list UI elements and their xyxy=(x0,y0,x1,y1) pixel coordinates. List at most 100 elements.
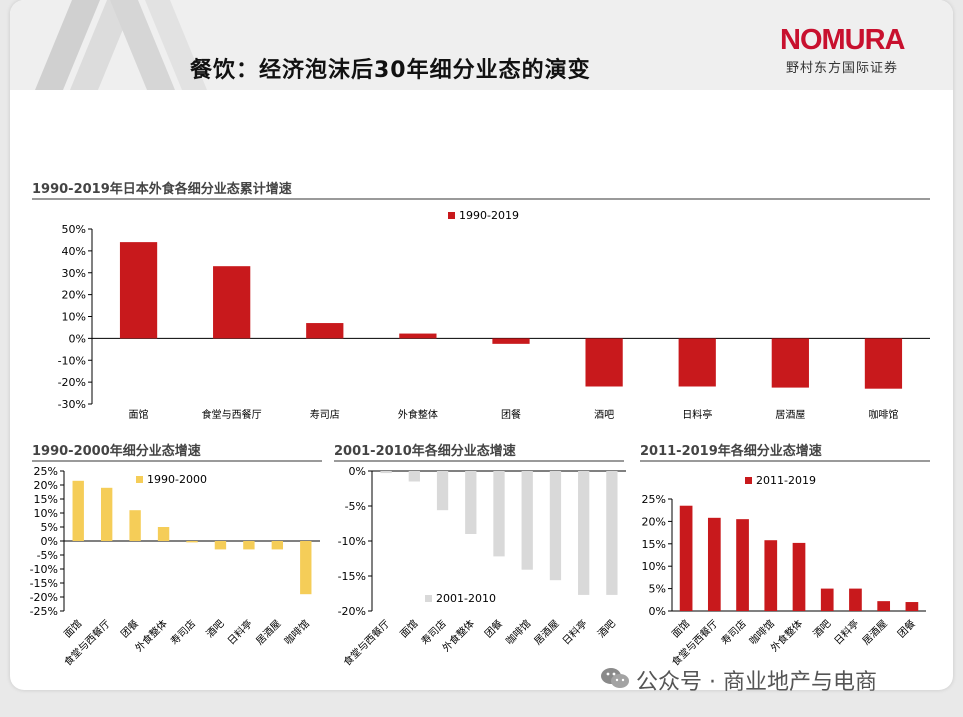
c0-x-tick-label: 食堂与西餐厅 xyxy=(202,408,262,421)
c1-bar xyxy=(157,527,170,541)
section-rule-top xyxy=(32,198,930,200)
c0-x-tick-label: 外食整体 xyxy=(398,408,438,421)
c1-x-tick-label: 面馆 xyxy=(61,617,84,640)
c3-legend-swatch xyxy=(745,477,752,484)
c1-y-tick-label: 5% xyxy=(41,521,58,534)
c2-bar xyxy=(578,471,590,595)
c3-x-tick-label: 面馆 xyxy=(669,617,692,640)
watermark-text: 公众号 · 商业地产与电商 xyxy=(636,670,877,695)
c2-bar xyxy=(493,471,505,557)
c0-y-tick-label: 20% xyxy=(62,289,86,302)
c3-y-tick-label: 0% xyxy=(649,605,666,618)
c2-bar xyxy=(380,471,392,474)
c3-y-tick-label: 20% xyxy=(642,515,666,528)
c3-y-tick-label: 5% xyxy=(649,583,666,596)
section-title-bottom-left: 1990-2000年细分业态增速 xyxy=(32,444,201,459)
c0-y-tick-label: 50% xyxy=(62,223,86,236)
c1-x-tick-label: 居酒屋 xyxy=(254,618,284,648)
c0-x-tick-label: 团餐 xyxy=(501,408,521,421)
c2-legend-swatch xyxy=(425,595,432,602)
c2-y-tick-label: -5% xyxy=(345,500,366,513)
c2-y-tick-label: -20% xyxy=(338,605,366,618)
c2-legend-label: 2001-2010 xyxy=(436,592,496,605)
c0-bar xyxy=(492,338,530,344)
c2-y-tick-label: -15% xyxy=(338,570,366,583)
section-rule-bottom-left xyxy=(32,460,322,462)
c2-x-tick-label: 食堂与西餐厅 xyxy=(341,617,393,669)
c1-y-tick-label: 10% xyxy=(34,507,58,520)
c0-x-tick-label: 居酒屋 xyxy=(775,409,805,421)
c0-y-tick-label: -20% xyxy=(58,376,86,389)
c0-bar xyxy=(306,323,344,339)
c2-y-tick-label: -10% xyxy=(338,535,366,548)
c0-x-tick-label: 日料亭 xyxy=(682,408,712,421)
section-title-bottom-right: 2011-2019年各细分业态增速 xyxy=(640,444,822,459)
c1-legend-swatch xyxy=(136,476,143,483)
c3-bar xyxy=(707,517,721,611)
decorative-stripes xyxy=(35,0,207,90)
c0-y-tick-label: -30% xyxy=(58,398,86,411)
c2-bar xyxy=(408,471,420,482)
c0-y-tick-label: 30% xyxy=(62,267,86,280)
c0-y-tick-label: 10% xyxy=(62,311,86,324)
c1-bar xyxy=(72,480,84,541)
c3-x-tick-label: 寿司店 xyxy=(718,617,748,647)
c2-bar xyxy=(606,471,618,595)
c1-bar xyxy=(243,541,255,550)
section-title-top: 1990-2019年日本外食各细分业态累计增速 xyxy=(32,182,292,197)
c3-y-tick-label: 15% xyxy=(642,538,666,551)
c2-x-tick-label: 酒吧 xyxy=(595,618,618,641)
c2-x-tick-label: 咖啡馆 xyxy=(503,617,533,647)
c3-y-tick-label: 25% xyxy=(642,493,666,506)
c0-legend-swatch xyxy=(448,212,455,219)
c0-legend-label: 1990-2019 xyxy=(459,209,519,222)
c0-y-tick-label: 40% xyxy=(62,245,86,258)
c3-legend-label: 2011-2019 xyxy=(756,474,816,487)
c0-x-tick-label: 咖啡馆 xyxy=(868,408,898,421)
page-title: 餐饮：经济泡沫后30年细分业态的演变 xyxy=(190,58,591,83)
c2-y-tick-label: 0% xyxy=(349,465,366,478)
c3-x-tick-label: 居酒屋 xyxy=(860,618,890,648)
c0-bar xyxy=(864,338,903,389)
c1-y-tick-label: -5% xyxy=(37,549,58,562)
c0-bar xyxy=(213,266,251,339)
c2-x-tick-label: 居酒屋 xyxy=(532,618,562,648)
c0-x-tick-label: 酒吧 xyxy=(594,409,614,421)
c1-x-tick-label: 寿司店 xyxy=(168,617,198,647)
c1-x-tick-label: 外食整体 xyxy=(132,617,169,654)
c2-bar xyxy=(465,471,477,534)
c3-x-tick-label: 日料亭 xyxy=(831,617,861,647)
watermark: 公众号 · 商业地产与电商 xyxy=(600,664,940,695)
c0-y-tick-label: -10% xyxy=(58,354,86,367)
nomura-logo: NOMURA xyxy=(780,24,905,56)
c1-bar xyxy=(186,541,198,543)
c0-x-tick-label: 面馆 xyxy=(129,408,149,421)
c3-x-tick-label: 食堂与西餐厅 xyxy=(669,617,721,669)
c1-y-tick-label: -25% xyxy=(30,605,58,618)
c2-x-tick-label: 团餐 xyxy=(482,617,505,640)
c1-bar xyxy=(129,510,141,541)
c2-x-tick-label: 面馆 xyxy=(397,617,420,640)
c0-bar xyxy=(585,338,623,387)
c3-y-tick-label: 10% xyxy=(642,560,666,573)
c3-bar xyxy=(764,540,778,611)
c1-y-tick-label: -20% xyxy=(30,591,58,604)
c3-bar xyxy=(877,601,891,611)
c1-bar xyxy=(100,487,113,541)
c3-bar xyxy=(679,505,693,611)
c1-bar xyxy=(300,541,312,595)
section-rule-bottom-right xyxy=(640,460,930,462)
c1-y-tick-label: 15% xyxy=(34,493,58,506)
c3-bar xyxy=(849,588,862,611)
c1-bar xyxy=(271,541,284,550)
c1-y-tick-label: 0% xyxy=(41,535,58,548)
c0-bar xyxy=(119,242,158,339)
section-rule-bottom-center xyxy=(334,460,624,462)
c1-y-tick-label: -15% xyxy=(30,577,58,590)
c2-bar xyxy=(436,471,449,511)
c1-bar xyxy=(214,541,227,550)
c2-bar xyxy=(549,471,562,581)
c3-bar xyxy=(792,542,806,611)
c0-x-tick-label: 寿司店 xyxy=(310,408,340,421)
